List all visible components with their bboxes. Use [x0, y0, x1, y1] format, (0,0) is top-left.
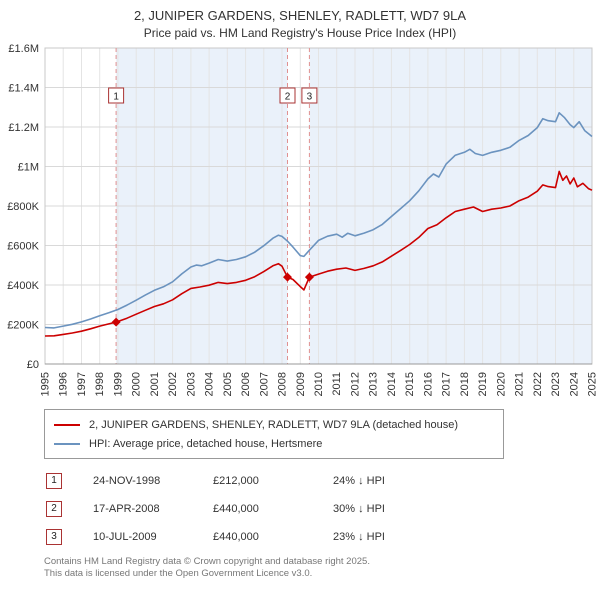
y-tick-label: £600K: [7, 241, 39, 253]
sale-hpi-delta: 30% ↓ HPI: [333, 503, 385, 515]
x-tick-label: 2024: [568, 372, 580, 396]
table-row: 1 24-NOV-1998 £212,000 24% ↓ HPI: [46, 467, 600, 495]
x-tick-label: 2014: [386, 372, 398, 396]
x-tick-label: 2022: [532, 372, 544, 396]
x-tick-label: 2006: [240, 372, 252, 396]
x-tick-label: 2004: [204, 372, 216, 396]
y-tick-label: £400K: [7, 280, 39, 292]
x-tick-label: 2017: [441, 372, 453, 396]
x-tick-label: 1998: [94, 372, 106, 396]
sale-number-badge: 1: [46, 473, 62, 489]
sales-table: 1 24-NOV-1998 £212,000 24% ↓ HPI 2 17-AP…: [46, 467, 600, 551]
y-tick-label: £800K: [7, 201, 39, 213]
x-tick-label: 2023: [550, 372, 562, 396]
page-subtitle: Price paid vs. HM Land Registry's House …: [143, 26, 457, 40]
sale-diamond-marker: [111, 317, 121, 327]
x-tick-label: 1997: [76, 372, 88, 396]
footer-line-1: Contains HM Land Registry data © Crown c…: [44, 556, 370, 567]
footer-line-2: This data is licensed under the Open Gov…: [44, 568, 313, 580]
x-tick-label: 2015: [404, 372, 416, 396]
sale-number-label: 1: [113, 92, 119, 103]
y-tick-label: £200K: [7, 320, 39, 332]
legend-item-price-paid: 2, JUNIPER GARDENS, SHENLEY, RADLETT, WD…: [54, 415, 494, 434]
x-tick-label: 2008: [277, 372, 289, 396]
x-tick-label: 2018: [459, 372, 471, 396]
series-line-price-paid: [44, 170, 593, 337]
hpi-line-swatch: [54, 442, 80, 445]
x-tick-label: 2013: [368, 372, 380, 396]
sale-date: 24-NOV-1998: [93, 475, 161, 487]
page-title: 2, JUNIPER GARDENS, SHENLEY, RADLETT, WD…: [133, 8, 467, 23]
x-tick-label: 1995: [40, 372, 52, 396]
sale-diamond-marker: [304, 272, 314, 282]
x-tick-label: 1999: [112, 372, 124, 396]
x-tick-label: 2001: [149, 372, 161, 396]
x-tick-label: 2020: [495, 372, 507, 396]
legend-label-hpi: HPI: Average price, detached house, Hert…: [89, 437, 323, 450]
sale-price: £212,000: [213, 475, 259, 487]
x-tick-label: 2010: [313, 372, 325, 396]
x-tick-label: 2025: [587, 372, 599, 396]
sale-number-label: 3: [307, 92, 313, 103]
x-tick-label: 2002: [167, 372, 179, 396]
sale-price: £440,000: [213, 503, 259, 515]
x-tick-label: 2007: [258, 372, 270, 396]
sale-price: £440,000: [213, 531, 259, 543]
table-row: 3 10-JUL-2009 £440,000 23% ↓ HPI: [46, 523, 600, 551]
price-paid-line-swatch: [54, 423, 80, 426]
legend-label-price-paid: 2, JUNIPER GARDENS, SHENLEY, RADLETT, WD…: [89, 418, 459, 431]
sale-number-badge: 2: [46, 501, 62, 517]
y-tick-label: £1.6M: [8, 43, 39, 55]
sale-number-badge: 3: [46, 529, 62, 545]
series-line-hpi: [44, 112, 593, 329]
sale-number-label: 2: [285, 92, 291, 103]
y-tick-label: £1M: [18, 162, 39, 174]
x-tick-label: 1996: [58, 372, 70, 396]
sale-diamond-marker: [283, 272, 292, 282]
table-row: 2 17-APR-2008 £440,000 30% ↓ HPI: [46, 495, 600, 523]
sale-number-box: [301, 87, 318, 104]
sale-number-box: [108, 87, 125, 104]
y-axis-labels: £0 £200K £400K £600K £800K £1M £1.2M £1.4M £1.6M: [7, 43, 39, 371]
x-tick-label: 2000: [131, 372, 143, 396]
x-tick-label: 2009: [295, 372, 307, 396]
price-chart[interactable]: 1 2 3 £0 £200K £400K £600K £800K £1M £1.2M £1.4M £1…: [0, 42, 600, 407]
license-footer: Contains HM Land Registry data © Crown c…: [44, 556, 600, 581]
sale-date: 10-JUL-2009: [93, 531, 157, 543]
y-tick-label: £0: [27, 359, 39, 371]
sale-date: 17-APR-2008: [93, 503, 160, 515]
x-tick-label: 2012: [350, 372, 362, 396]
sale-number-box: [279, 87, 296, 104]
sale-hpi-delta: 23% ↓ HPI: [333, 531, 385, 543]
x-tick-label: 2016: [422, 372, 434, 396]
x-tick-label: 2005: [222, 372, 234, 396]
price-chart-svg[interactable]: 1 2 3 £0 £200K £400K £600K £800K £1M £1.2M £1.4M £1…: [0, 42, 600, 407]
x-tick-label: 2019: [477, 372, 489, 396]
x-axis-labels: 1995 1996 1997 1998 1999 2000 2001 2002 2003 2004…: [40, 372, 599, 396]
y-tick-label: £1.4M: [8, 83, 39, 95]
sale-hpi-delta: 24% ↓ HPI: [333, 475, 385, 487]
legend-item-hpi: HPI: Average price, detached house, Hert…: [54, 434, 494, 453]
x-tick-label: 2011: [331, 372, 343, 396]
chart-legend: 2, JUNIPER GARDENS, SHENLEY, RADLETT, WD…: [44, 409, 504, 459]
x-tick-label: 2021: [514, 372, 526, 396]
x-tick-label: 2003: [185, 372, 197, 396]
y-tick-label: £1.2M: [8, 122, 39, 134]
sale-markers: 1 2 3: [108, 87, 318, 327]
